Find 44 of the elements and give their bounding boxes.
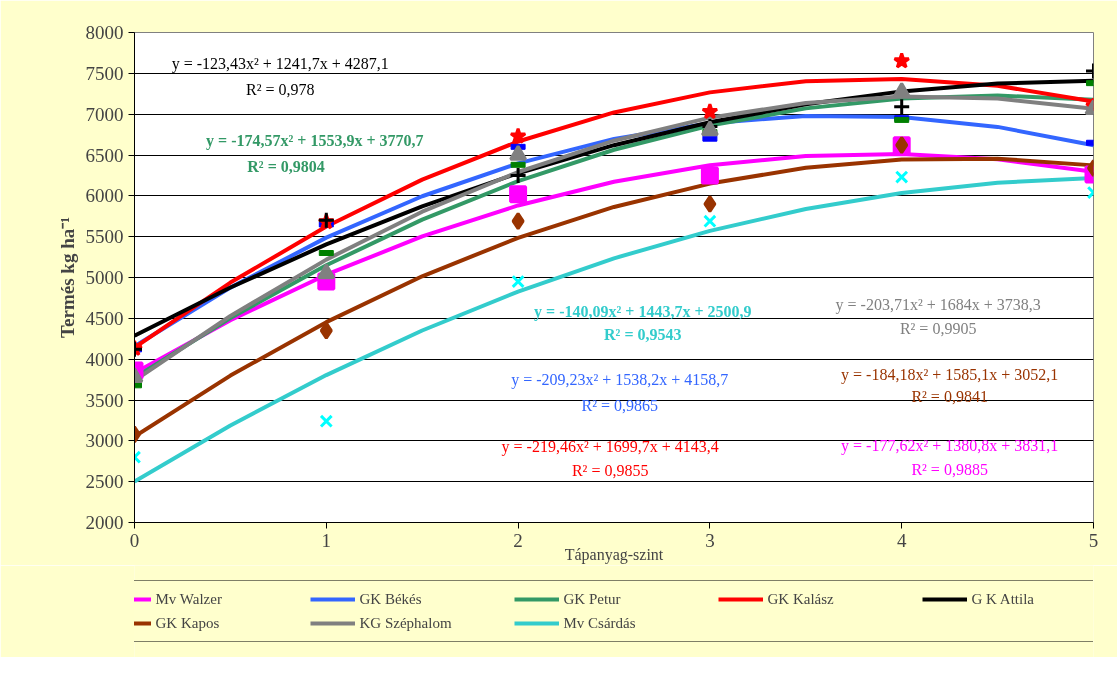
x-axis-title: Tápanyag-szint	[564, 545, 664, 564]
annotation: y = -174,57x² + 1553,9x + 3770,7	[206, 131, 424, 150]
legend-label: Mv Walzer	[155, 590, 223, 608]
annotation: R² = 0,9855	[571, 461, 649, 479]
annotation: R² = 0,9804	[247, 157, 325, 175]
annotation: y = -203,71x² + 1684x + 3738,3	[835, 295, 1041, 314]
x-tick-label: 0	[129, 529, 140, 551]
annotation: R² = 0,9865	[581, 397, 659, 415]
x-tick-label: 5	[1088, 529, 1099, 551]
legend-label: GK Békés	[359, 590, 423, 608]
legend-label: GK Kapos	[155, 614, 221, 632]
annotation: R² = 0,978	[246, 81, 315, 99]
annotation: y = -140,09x² + 1443,7x + 2500,9	[534, 303, 752, 322]
x-tick-label: 4	[896, 529, 907, 551]
y-tick-label: 2000	[85, 512, 124, 533]
y-tick-label: 5500	[85, 226, 124, 248]
annotation: y = -219,46x² + 1699,7x + 4143,4	[501, 438, 719, 457]
y-axis-title: Termés kg ha⁻¹	[56, 217, 78, 338]
y-tick-label: 3500	[85, 389, 124, 411]
y-tick-label: 4000	[85, 348, 124, 370]
x-tick-label: 3	[705, 529, 715, 551]
annotation: y = -123,43x² + 1241,7x + 4287,1	[171, 55, 389, 74]
annotation: R² = 0,9905	[899, 319, 977, 337]
legend-label: Mv Csárdás	[563, 614, 637, 632]
y-tick-label: 4500	[85, 307, 124, 329]
y-tick-label: 6000	[85, 185, 124, 207]
annotation: R² = 0,9885	[911, 460, 988, 478]
y-tick-label: 5000	[85, 267, 124, 288]
legend-label: GK Petur	[563, 590, 622, 608]
y-tick-label: 7500	[85, 62, 124, 84]
legend-label: G K Attila	[971, 590, 1035, 608]
annotation: y = -209,23x² + 1538,2x + 4158,7	[511, 371, 729, 390]
x-tick-label: 1	[321, 529, 332, 551]
y-tick-label: 6500	[85, 144, 124, 166]
y-tick-label: 2500	[85, 471, 124, 493]
legend-label: KG Széphalom	[359, 614, 453, 632]
y-tick-label: 7000	[85, 103, 124, 125]
x-tick-label: 2	[513, 529, 523, 551]
annotation: R² = 0,9543	[604, 326, 682, 344]
y-tick-label: 8000	[85, 22, 124, 43]
annotation: y = -177,62x² + 1380,8x + 3831,1	[841, 437, 1059, 456]
y-tick-label: 3000	[85, 430, 124, 452]
legend-label: GK Kalász	[767, 590, 835, 608]
annotation: y = -184,18x² + 1585,1x + 3052,1	[841, 366, 1059, 385]
